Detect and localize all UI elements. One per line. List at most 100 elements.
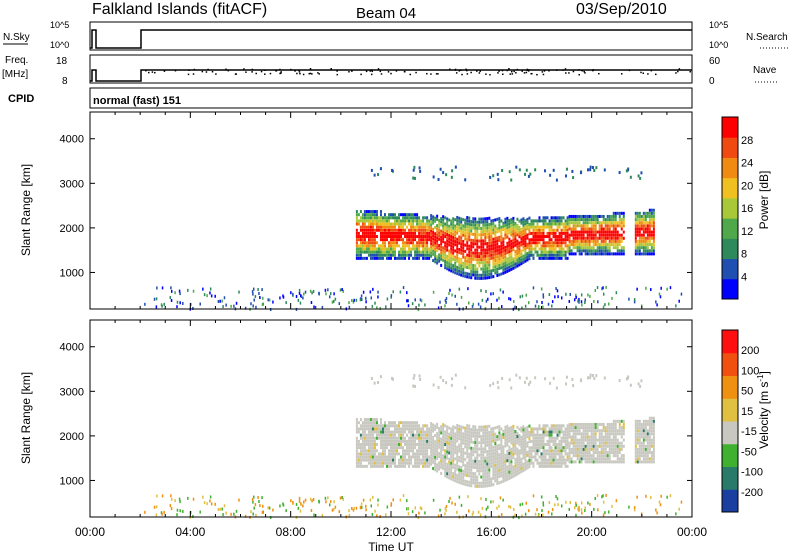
power-cell <box>486 276 489 280</box>
power-scatter <box>450 175 453 179</box>
velocity-cell <box>610 451 613 455</box>
velocity-cell <box>392 424 395 428</box>
nave-label: Nave <box>753 65 777 76</box>
power-cell <box>462 264 465 268</box>
power-cell <box>383 219 386 223</box>
power-cell <box>375 222 378 226</box>
velocity-cell <box>500 471 503 475</box>
power-cell <box>544 216 547 220</box>
velocity-cell <box>426 452 429 456</box>
velocity-cell <box>420 458 423 462</box>
nave-dot <box>528 69 530 71</box>
velocity-cell <box>412 449 415 453</box>
velocity-cell <box>377 424 380 428</box>
velocity-cell <box>512 440 515 444</box>
velocity-cell <box>518 455 521 459</box>
velocity-cell <box>512 446 515 450</box>
power-cell <box>596 249 599 253</box>
velocity-cell <box>363 446 366 450</box>
power-clutter <box>675 304 677 308</box>
nave-dot <box>251 68 254 71</box>
power-cell <box>392 244 395 248</box>
velocity-cell <box>371 439 374 443</box>
power-clutter <box>418 303 420 307</box>
power-cell <box>379 228 382 232</box>
velocity-cell <box>432 460 435 464</box>
velocity-cell <box>640 435 643 439</box>
velocity-cell <box>486 450 489 454</box>
nave-dot <box>192 73 195 75</box>
velocity-cell <box>588 422 591 426</box>
velocity-cell <box>528 440 531 444</box>
power-cell <box>420 231 423 235</box>
velocity-clutter <box>377 503 379 507</box>
power-cell <box>367 210 370 214</box>
power-cell <box>486 270 489 274</box>
power-cell <box>554 247 557 251</box>
velocity-cell <box>460 456 463 460</box>
power-cell <box>614 218 617 222</box>
velocity-cell <box>412 433 415 437</box>
velocity-cell <box>468 443 471 447</box>
velocity-scatter <box>529 380 532 384</box>
velocity-cell <box>500 474 503 478</box>
power-cell <box>508 262 511 266</box>
velocity-cell <box>381 455 384 459</box>
power-cell <box>552 247 555 251</box>
velocity-cell <box>426 455 429 459</box>
power-cell <box>564 219 567 223</box>
velocity-clutter <box>223 504 226 508</box>
velocity-cell <box>570 441 573 445</box>
velocity-cell <box>594 457 597 461</box>
velocity-cell <box>604 451 607 455</box>
velocity-cell <box>472 472 475 476</box>
power-cell <box>592 224 595 228</box>
velocity-cell <box>482 478 485 482</box>
power-cell <box>444 222 447 226</box>
velocity-cell <box>498 428 501 432</box>
power-clutter <box>328 295 331 299</box>
velocity-cell <box>464 439 467 443</box>
velocity-cell <box>564 427 567 431</box>
velocity-cell <box>514 436 517 440</box>
velocity-cell <box>450 468 453 472</box>
nave-dot <box>525 71 528 74</box>
velocity-cell <box>369 418 372 422</box>
velocity-cell <box>482 431 485 435</box>
velocity-cell <box>536 449 539 453</box>
power-cell <box>618 233 621 237</box>
velocity-cell <box>558 427 561 431</box>
nave-dot <box>294 70 296 72</box>
power-cell <box>490 247 493 251</box>
velocity-cell <box>592 422 595 426</box>
power-cell <box>526 227 529 231</box>
power-cell <box>648 224 651 228</box>
velocity-cell <box>454 457 457 461</box>
velocity-cell <box>588 457 591 461</box>
velocity-clutter <box>602 494 604 498</box>
power-scatter <box>591 166 594 170</box>
power-cell <box>454 227 457 231</box>
power-cell <box>430 217 433 221</box>
velocity-cell <box>612 426 615 430</box>
power-cell <box>640 221 643 225</box>
power-cell <box>604 227 607 231</box>
power-cell <box>560 241 563 245</box>
velocity-scatter <box>589 373 592 377</box>
power-clutter <box>445 296 448 300</box>
velocity-cell <box>480 463 483 467</box>
colorbar-frame <box>721 329 739 513</box>
power-cell <box>488 257 491 261</box>
velocity-cell <box>468 427 471 431</box>
power-clutter <box>502 290 504 294</box>
velocity-cell <box>375 458 378 462</box>
velocity-cell <box>422 449 425 453</box>
velocity-cell <box>450 446 453 450</box>
velocity-cell <box>468 480 471 484</box>
power-cell <box>596 218 599 222</box>
power-clutter <box>352 300 355 304</box>
velocity-cell <box>430 462 433 466</box>
power-cell <box>496 267 499 271</box>
velocity-cell <box>468 424 471 428</box>
power-cell <box>418 216 421 220</box>
